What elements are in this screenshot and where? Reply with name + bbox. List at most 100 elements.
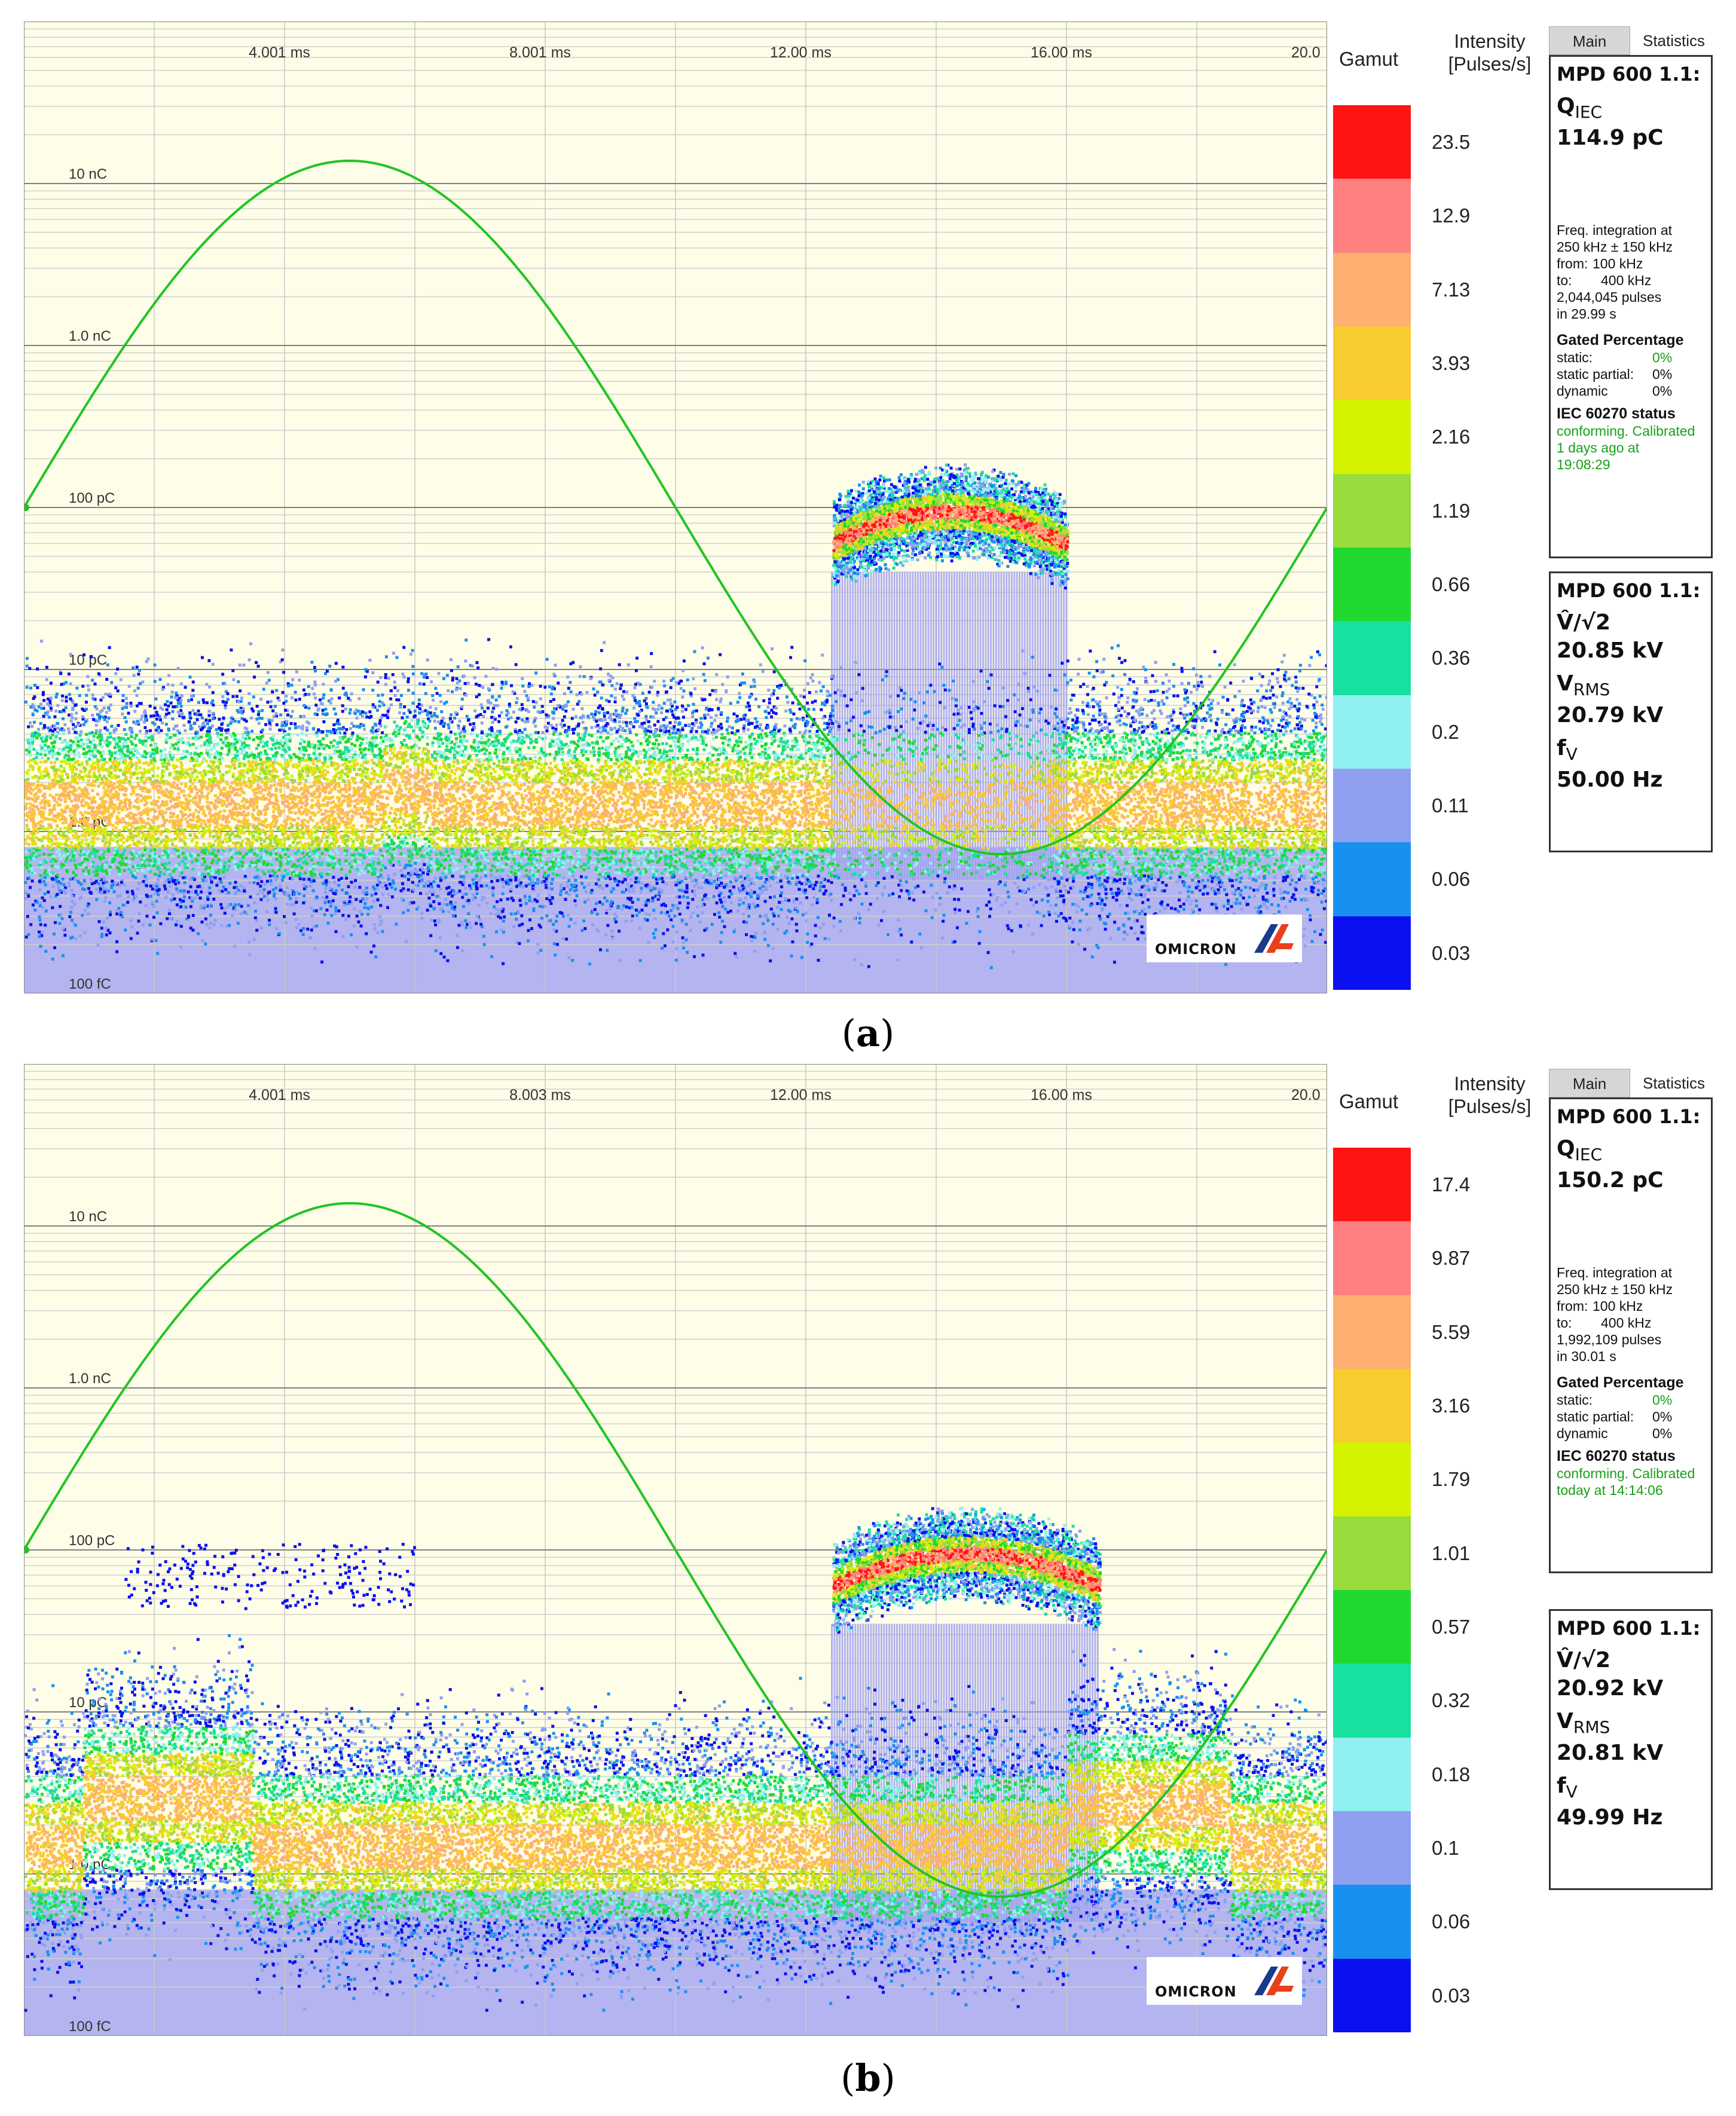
noise-dot	[645, 813, 649, 817]
noise-dot	[512, 898, 515, 902]
noise-dot	[91, 865, 95, 869]
noise-dot	[221, 889, 224, 893]
noise-dot	[745, 865, 748, 869]
noise-dot	[300, 796, 304, 800]
noise-dot	[700, 798, 704, 802]
noise-dot	[882, 876, 886, 880]
noise-dot	[218, 835, 222, 839]
noise-dot	[1096, 770, 1099, 773]
noise-dot	[162, 793, 166, 797]
noise-dot	[78, 745, 82, 748]
noise-dot	[177, 740, 181, 744]
noise-dot	[53, 946, 57, 949]
noise-dot	[1050, 815, 1053, 819]
noise-dot	[384, 866, 387, 870]
noise-dot	[208, 852, 212, 855]
noise-dot	[684, 922, 688, 926]
noise-dot	[485, 772, 489, 775]
noise-dot	[219, 827, 222, 831]
noise-dot	[1108, 735, 1111, 738]
noise-dot	[146, 867, 150, 871]
noise-dot	[1228, 802, 1232, 806]
noise-dot	[59, 760, 63, 764]
noise-dot	[141, 923, 145, 926]
noise-dot	[1003, 797, 1007, 800]
noise-dot	[300, 738, 304, 742]
noise-dot	[904, 762, 908, 766]
noise-dot	[678, 729, 681, 732]
noise-dot	[1249, 707, 1252, 710]
noise-dot	[1093, 812, 1096, 816]
noise-dot	[387, 764, 390, 767]
noise-dot	[738, 903, 741, 907]
noise-dot	[1227, 899, 1230, 903]
noise-dot	[560, 912, 564, 915]
noise-dot	[302, 753, 306, 757]
noise-dot	[444, 898, 447, 901]
noise-dot	[829, 850, 833, 854]
noise-dot	[105, 768, 108, 772]
noise-dot	[1108, 801, 1111, 805]
noise-dot	[919, 946, 923, 950]
noise-dot	[50, 811, 53, 815]
noise-dot	[417, 698, 421, 702]
noise-dot	[99, 742, 102, 746]
noise-dot	[456, 783, 459, 787]
noise-dot	[410, 805, 414, 808]
noise-dot	[144, 755, 148, 759]
noise-dot	[42, 707, 45, 710]
noise-dot	[421, 735, 424, 739]
noise-dot	[1090, 754, 1093, 757]
noise-dot	[172, 766, 176, 770]
noise-dot	[371, 747, 374, 750]
noise-dot	[26, 738, 30, 742]
noise-dot	[380, 775, 383, 778]
noise-dot	[560, 832, 563, 836]
noise-dot	[186, 852, 190, 856]
noise-dot	[1047, 744, 1051, 748]
noise-dot	[564, 742, 568, 746]
noise-dot	[114, 790, 118, 793]
noise-dot	[1120, 786, 1124, 790]
noise-dot	[121, 915, 124, 919]
noise-dot	[158, 830, 162, 834]
noise-dot	[1190, 835, 1193, 839]
noise-dot	[441, 742, 445, 745]
noise-dot	[1172, 769, 1175, 773]
noise-dot	[1267, 793, 1270, 797]
noise-dot	[1224, 963, 1228, 967]
noise-dot	[1176, 817, 1179, 821]
noise-dot	[328, 664, 332, 668]
noise-dot	[349, 698, 352, 702]
noise-dot	[1199, 849, 1202, 852]
noise-dot	[124, 856, 128, 860]
noise-dot	[448, 891, 452, 894]
noise-dot	[233, 733, 237, 737]
noise-dot	[698, 864, 701, 868]
noise-dot	[554, 707, 558, 711]
noise-dot	[699, 717, 703, 720]
noise-dot	[754, 844, 757, 848]
noise-dot	[1241, 836, 1245, 839]
noise-dot	[111, 760, 114, 764]
noise-dot	[131, 892, 135, 895]
noise-dot	[661, 880, 665, 883]
noise-dot	[459, 848, 463, 851]
noise-dot	[1093, 810, 1097, 814]
noise-dot	[480, 855, 484, 858]
noise-dot	[426, 788, 430, 791]
noise-dot	[196, 862, 200, 866]
noise-dot	[1171, 866, 1175, 870]
noise-dot	[1035, 781, 1038, 785]
noise-dot	[707, 783, 711, 787]
noise-dot	[100, 863, 104, 866]
noise-dot	[1209, 714, 1212, 717]
noise-dot	[710, 745, 714, 749]
noise-dot	[615, 847, 619, 851]
noise-dot	[1184, 760, 1187, 763]
noise-dot	[876, 824, 880, 827]
noise-dot	[668, 698, 672, 702]
noise-dot	[864, 827, 867, 831]
noise-dot	[1295, 747, 1299, 750]
